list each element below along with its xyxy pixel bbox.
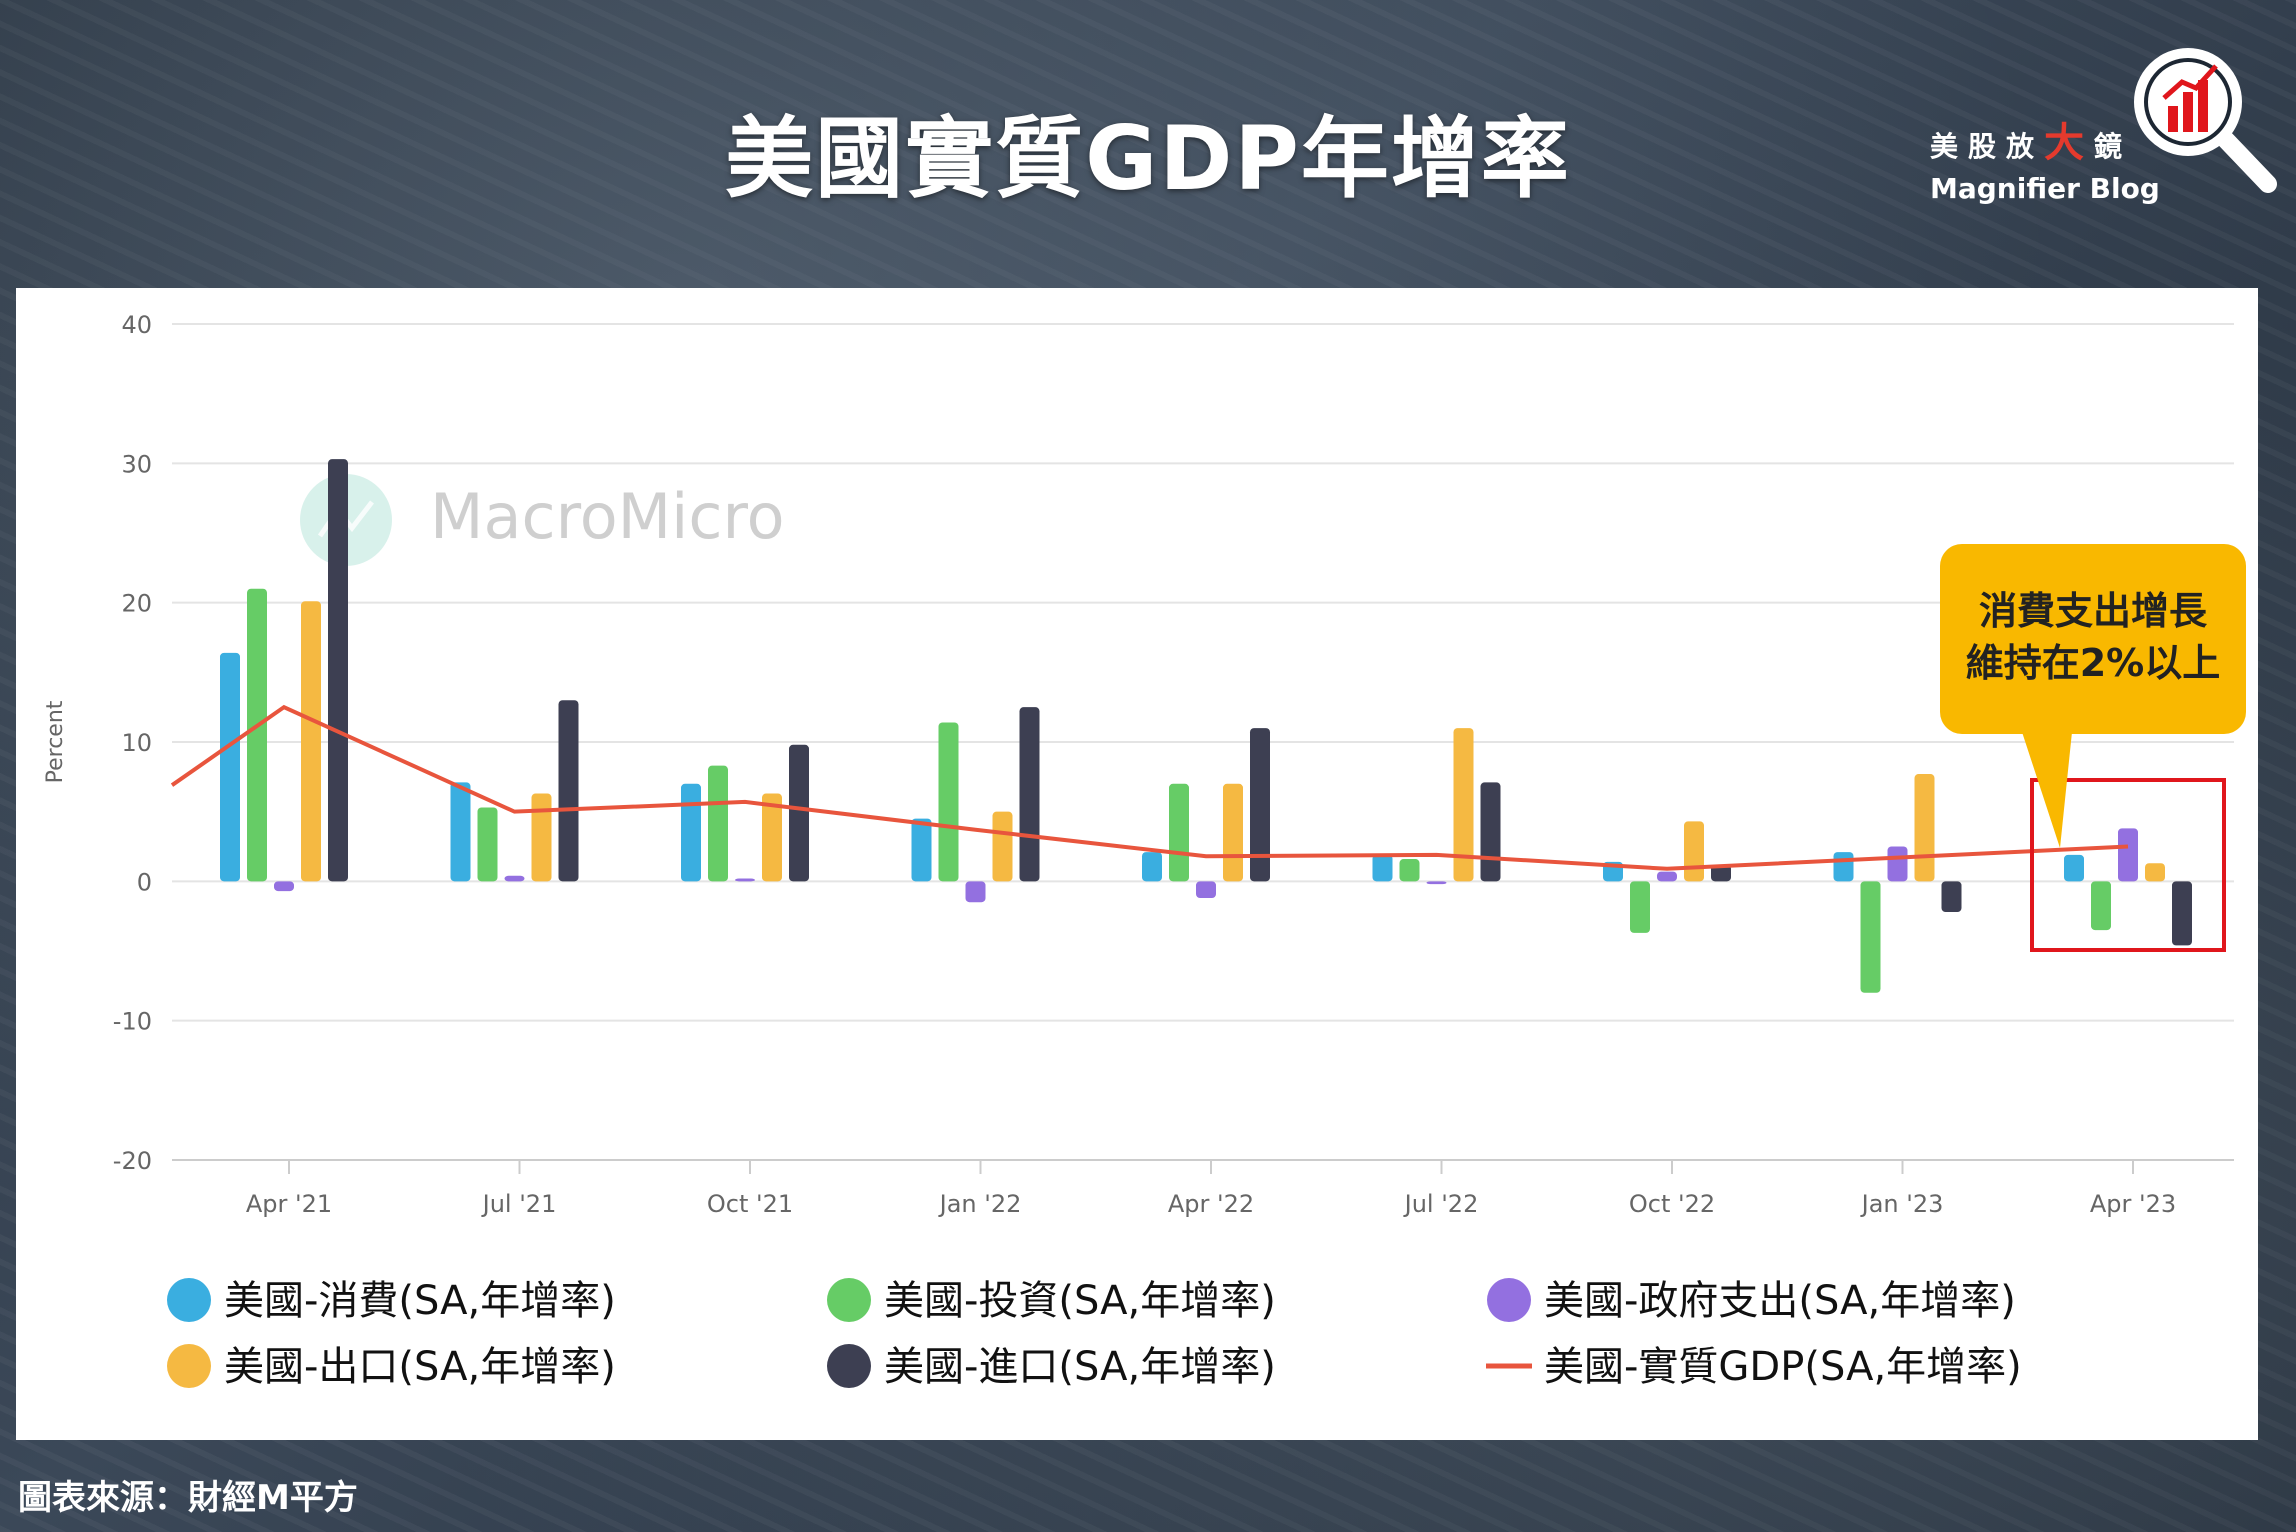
y-tick-label: 30 xyxy=(121,450,152,478)
y-tick-label: 20 xyxy=(121,590,152,618)
bar-government xyxy=(1887,846,1908,882)
chart-panel: -20 -10 0 10 20 30 40 Percent Apr '21 Jul '21 Oct … xyxy=(16,288,2258,1440)
bar-consumption xyxy=(450,782,471,882)
y-axis-label: Percent xyxy=(43,700,68,783)
bar-investment xyxy=(477,807,498,882)
bar-imports xyxy=(328,459,348,882)
bar-investment xyxy=(247,588,267,882)
y-tick-label: -20 xyxy=(113,1147,152,1175)
legend-swatch-exports xyxy=(167,1344,211,1388)
bar-investment xyxy=(1169,783,1189,882)
bar-investment xyxy=(2091,881,2111,931)
bar-investment xyxy=(1630,881,1650,933)
bar-exports xyxy=(762,793,782,882)
bar-exports xyxy=(1223,783,1243,882)
legend-label: 美國-投資(SA,年增率) xyxy=(884,1278,1276,1324)
y-tick-label: 10 xyxy=(121,729,152,757)
legend-label: 美國-消費(SA,年增率) xyxy=(224,1278,616,1324)
bar-consumption xyxy=(681,783,701,882)
x-tick-label: Jul '22 xyxy=(1403,1190,1479,1218)
legend-swatch-imports xyxy=(827,1344,871,1388)
bar-exports xyxy=(1684,821,1704,882)
x-tick-label: Jan '22 xyxy=(938,1190,1022,1218)
x-tick-label: Apr '22 xyxy=(1168,1190,1254,1218)
x-tick-label: Jan '23 xyxy=(1860,1190,1944,1218)
bar-exports xyxy=(2145,863,2165,882)
bar-government xyxy=(1657,871,1677,882)
legend-swatch-consumption xyxy=(167,1278,211,1322)
bar-government xyxy=(2118,828,2138,882)
legend-label: 美國-實質GDP(SA,年增率) xyxy=(1544,1344,2022,1390)
callout-line1: 消費支出增長 xyxy=(1979,589,2208,633)
bar-consumption xyxy=(220,652,240,882)
bar-government xyxy=(965,881,986,903)
legend-swatch-investment xyxy=(827,1278,871,1322)
bar-consumption xyxy=(1142,852,1162,882)
bar-exports xyxy=(531,793,552,882)
bar-exports xyxy=(1914,774,1935,882)
bar-consumption xyxy=(2064,854,2084,882)
x-tick-label: Apr '23 xyxy=(2090,1190,2176,1218)
bar-imports xyxy=(1480,782,1501,882)
callout-pointer xyxy=(2022,732,2072,848)
bar-consumption xyxy=(911,818,932,882)
bar-exports xyxy=(992,811,1013,882)
bar-government xyxy=(1426,881,1447,885)
legend-swatch-government xyxy=(1487,1278,1531,1322)
bar-imports xyxy=(1941,881,1962,912)
bar-imports xyxy=(1250,728,1270,882)
bar-investment xyxy=(1399,859,1420,882)
legend-label: 美國-出口(SA,年增率) xyxy=(224,1344,616,1390)
bar-government xyxy=(1196,881,1216,899)
bar-exports xyxy=(1453,728,1474,882)
bar-consumption xyxy=(1372,854,1393,882)
x-tick-label: Oct '22 xyxy=(1629,1190,1715,1218)
callout-box xyxy=(1940,544,2246,734)
callout-line2: 維持在2%以上 xyxy=(1966,641,2221,685)
y-tick-label: 40 xyxy=(121,311,152,339)
bar-government xyxy=(274,881,294,892)
y-tick-label: -10 xyxy=(113,1008,152,1036)
x-tick-label: Apr '21 xyxy=(246,1190,332,1218)
brand-logo: 美股放大鏡 Magnifier Blog xyxy=(1930,110,2160,205)
bar-government xyxy=(504,875,525,882)
brand-name-cn: 美股放大鏡 xyxy=(1930,120,2133,166)
bar-imports xyxy=(789,744,809,882)
bar-imports xyxy=(2172,881,2192,946)
chart-svg: -20 -10 0 10 20 30 40 Percent Apr '21 Jul '21 Oct … xyxy=(43,311,2246,1390)
bar-exports xyxy=(301,601,321,882)
watermark-text: MacroMicro xyxy=(430,480,785,553)
bar-investment xyxy=(1860,881,1881,993)
bar-imports xyxy=(558,700,579,882)
bar-consumption xyxy=(1833,852,1854,882)
bar-imports xyxy=(1711,864,1731,882)
x-tick-label: Jul '21 xyxy=(481,1190,557,1218)
bar-imports xyxy=(1019,707,1040,882)
x-tick-label: Oct '21 xyxy=(707,1190,793,1218)
magnifier-icon xyxy=(2134,48,2277,193)
bar-government xyxy=(735,878,755,882)
page-title: 美國實質GDP年增率 xyxy=(725,107,1571,210)
gdp-line xyxy=(170,704,2129,871)
bar-investment xyxy=(938,722,959,882)
legend-label: 美國-政府支出(SA,年增率) xyxy=(1544,1278,2016,1324)
y-tick-label: 0 xyxy=(137,868,152,896)
bar-investment xyxy=(708,765,728,882)
highlight-box xyxy=(2030,778,2226,952)
legend-label: 美國-進口(SA,年增率) xyxy=(884,1344,1276,1390)
source-note: 圖表來源：財經M平方 xyxy=(18,1478,358,1518)
brand-name-en: Magnifier Blog xyxy=(1930,172,2160,205)
